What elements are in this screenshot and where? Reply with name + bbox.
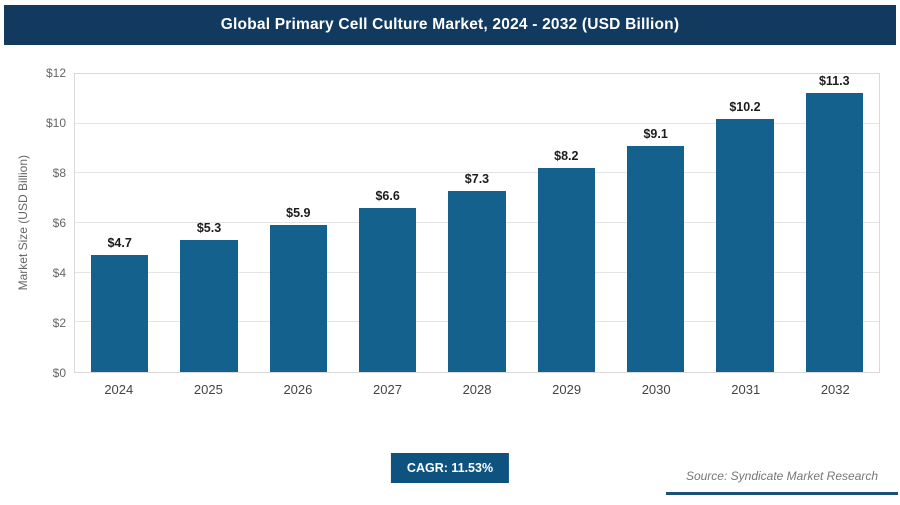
bar-2027 [359, 208, 417, 372]
y-tick-label: $12 [45, 66, 66, 80]
y-tick-label: $4 [52, 266, 66, 280]
bar-2030 [627, 146, 685, 372]
bar-slot-2032: $11.3 [790, 74, 879, 372]
x-label-2027: 2027 [373, 382, 402, 397]
x-label-2028: 2028 [462, 382, 492, 397]
y-axis-title: Market Size (USD Billion) [16, 155, 30, 291]
bar-slot-2024: $4.7 [75, 74, 164, 372]
plot-column: $4.7 $5.3 $5.9 $6.6 $7.3 $8.2 $9.1 $10.2 $11.3 2… [74, 73, 880, 425]
plot-area: $4.7 $5.3 $5.9 $6.6 $7.3 $8.2 $9.1 $10.2 $11.3 [74, 73, 880, 373]
x-label-2030: 2030 [641, 382, 671, 397]
bar-2032 [805, 93, 863, 372]
y-tick-label: $8 [52, 166, 66, 180]
bar-slot-2027: $6.6 [343, 74, 432, 372]
gridline [75, 172, 879, 174]
bars-layer: $4.7 $5.3 $5.9 $6.6 $7.3 $8.2 $9.1 $10.2 $11.3 [75, 74, 879, 372]
bar-value-label: $9.1 [643, 127, 668, 142]
y-axis-ticks: $0 $2 $4 $6 $8 $10 $12 [36, 66, 74, 380]
x-label-2032: 2032 [820, 382, 850, 397]
gridline [75, 122, 879, 124]
x-label-2024: 2024 [104, 382, 134, 397]
bar-slot-2025: $5.3 [164, 74, 253, 372]
bar-slot-2030: $9.1 [611, 74, 700, 372]
y-tick-label: $2 [52, 316, 66, 330]
chart-header: Global Primary Cell Culture Market, 2024… [4, 5, 896, 45]
bar-slot-2029: $8.2 [522, 74, 611, 372]
bar-2026 [269, 225, 327, 372]
bar-value-label: $11.3 [818, 74, 850, 88]
y-tick-label: $10 [45, 116, 66, 130]
y-tick-label: $0 [52, 366, 66, 380]
chart-page: Global Primary Cell Culture Market, 2024… [0, 5, 900, 505]
bar-2024 [91, 255, 149, 372]
bar-2028 [448, 190, 506, 372]
source-attribution: Source: Syndicate Market Research [666, 469, 898, 495]
y-tick-label: $6 [52, 216, 66, 230]
x-label-2029: 2029 [552, 382, 582, 397]
bar-value-label: $8.2 [554, 149, 579, 164]
bar-slot-2028: $7.3 [432, 74, 521, 372]
cagr-badge: CAGR: 11.53% [390, 453, 510, 483]
chart-title: Global Primary Cell Culture Market, 2024… [220, 16, 680, 33]
bar-value-label: $5.9 [286, 206, 311, 221]
bar-value-label: $6.6 [375, 189, 400, 204]
bar-slot-2031: $10.2 [700, 74, 789, 372]
chart-footer: CAGR: 11.53% Source: Syndicate Market Re… [0, 451, 900, 497]
bar-value-label: $10.2 [729, 99, 761, 114]
y-axis-label-column: Market Size (USD Billion) [10, 73, 36, 373]
bar-2031 [716, 118, 774, 372]
x-axis-labels: 2024 2025 2026 2027 2028 2029 2030 2031 2032 [74, 382, 880, 397]
x-label-2026: 2026 [283, 382, 313, 397]
bar-value-label: $5.3 [196, 221, 222, 236]
bar-2029 [537, 168, 595, 372]
chart-area: Market Size (USD Billion) $0 $2 $4 $6 $8 $10 $… [10, 66, 880, 425]
bar-2025 [180, 240, 238, 372]
x-label-2025: 2025 [193, 382, 223, 397]
bar-value-label: $4.7 [107, 236, 132, 251]
bar-value-label: $7.3 [464, 171, 490, 186]
x-label-2031: 2031 [731, 382, 761, 397]
bar-slot-2026: $5.9 [254, 74, 343, 372]
